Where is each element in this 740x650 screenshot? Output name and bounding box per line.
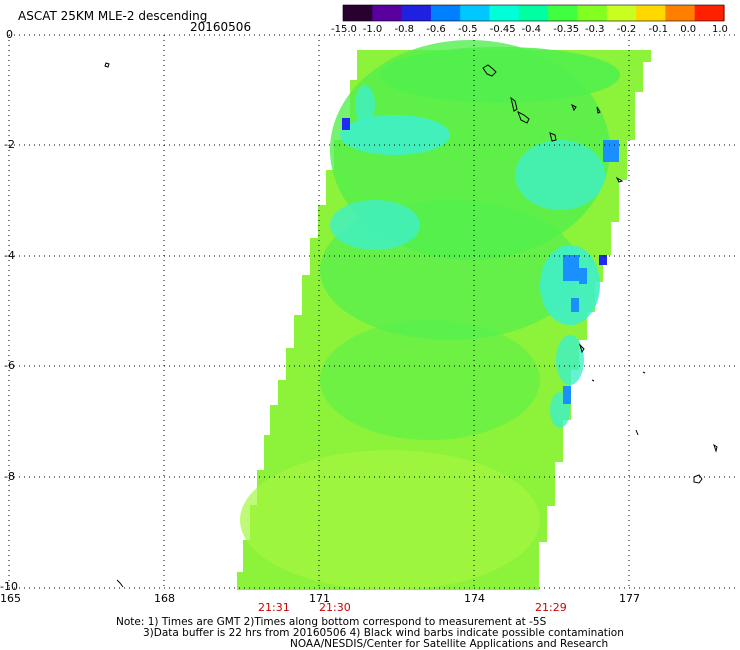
lon-label-177: 177	[619, 592, 640, 605]
colorbar-tick-label: -0.3	[585, 24, 605, 35]
colorbar-tick-label: -0.45	[489, 24, 516, 35]
colorbar-tick-label: -15.0	[331, 24, 357, 35]
lat-label-8: -8	[4, 470, 15, 483]
note-line-2: 3)Data buffer is 22 hrs from 20160506 4)…	[143, 627, 624, 639]
colorbar-tick-label: -1.0	[362, 24, 383, 35]
swath-cyan-region	[330, 200, 420, 250]
swath-light-region	[240, 450, 540, 590]
colorbar-tick-label: 0.0	[680, 24, 697, 35]
note-line-3: NOAA/NESDIS/Center for Satellite Applica…	[290, 638, 609, 650]
colorbar-tick-label: -0.8	[394, 24, 415, 35]
lon-label-174: 174	[464, 592, 485, 605]
time-label-3: 21:29	[535, 601, 567, 614]
time-label-2: 21:30	[319, 601, 351, 614]
swath-cyan-region	[355, 85, 375, 125]
colorbar-tick-label: -0.6	[426, 24, 446, 35]
colorbar-tick-label: -0.1	[648, 24, 669, 35]
colorbar-tick-label: -0.35	[553, 24, 580, 35]
colorbar-swatch	[636, 5, 666, 21]
time-label-1: 21:31	[258, 601, 290, 614]
swath-cyan-region	[340, 115, 450, 155]
product-title: ASCAT 25KM MLE-2 descending	[18, 9, 208, 23]
colorbar-swatch	[401, 5, 432, 21]
colorbar-swatch	[372, 5, 403, 21]
swath-blue-pixel	[342, 118, 350, 130]
swath-cyan-region	[556, 335, 584, 385]
lat-label-0: 0	[6, 28, 13, 41]
colorbar-swatch	[694, 5, 725, 21]
colorbar-swatch	[577, 5, 608, 21]
colorbar-swatch	[518, 5, 549, 21]
swath-blue-pixel	[579, 268, 587, 284]
lon-label-168: 168	[154, 592, 175, 605]
swath-blue-pixel	[563, 255, 579, 281]
swath-green-region	[380, 47, 620, 103]
product-date: 20160506	[190, 20, 252, 34]
colorbar-swatch	[489, 5, 520, 21]
colorbar-tick-label: -0.2	[616, 24, 637, 35]
swath-green-region	[320, 320, 540, 440]
graticule	[8, 34, 736, 589]
colorbar-tick-label: 1.0	[712, 24, 728, 35]
coastlines	[104, 62, 718, 588]
lon-label-165: 165	[0, 592, 21, 605]
lon-label-171: 171	[309, 592, 330, 605]
swath-cyan-region	[515, 140, 605, 210]
colorbar-swatch	[343, 5, 373, 21]
colorbar-swatch	[606, 5, 637, 21]
lat-label-10: -10	[0, 580, 18, 593]
colorbar-swatch	[460, 5, 491, 21]
swath-cyan-region	[540, 245, 600, 325]
lat-label-2: -2	[4, 138, 15, 151]
colorbar-tick-label: -0.5	[458, 24, 478, 35]
lat-label-4: -4	[4, 249, 15, 262]
swath-blue-pixel	[599, 255, 607, 265]
colorbar-tick-label: -0.4	[521, 24, 542, 35]
colorbar	[342, 4, 725, 22]
note-line-1: Note: 1) Times are GMT 2)Times along bot…	[116, 616, 547, 628]
swath-blue-pixel	[603, 140, 619, 162]
swath-blue-pixel	[571, 298, 579, 312]
colorbar-swatch	[548, 5, 579, 21]
colorbar-swatch	[430, 5, 461, 21]
colorbar-swatch	[665, 5, 696, 21]
swath-blue-pixel	[563, 386, 571, 404]
lat-label-6: -6	[4, 359, 15, 372]
